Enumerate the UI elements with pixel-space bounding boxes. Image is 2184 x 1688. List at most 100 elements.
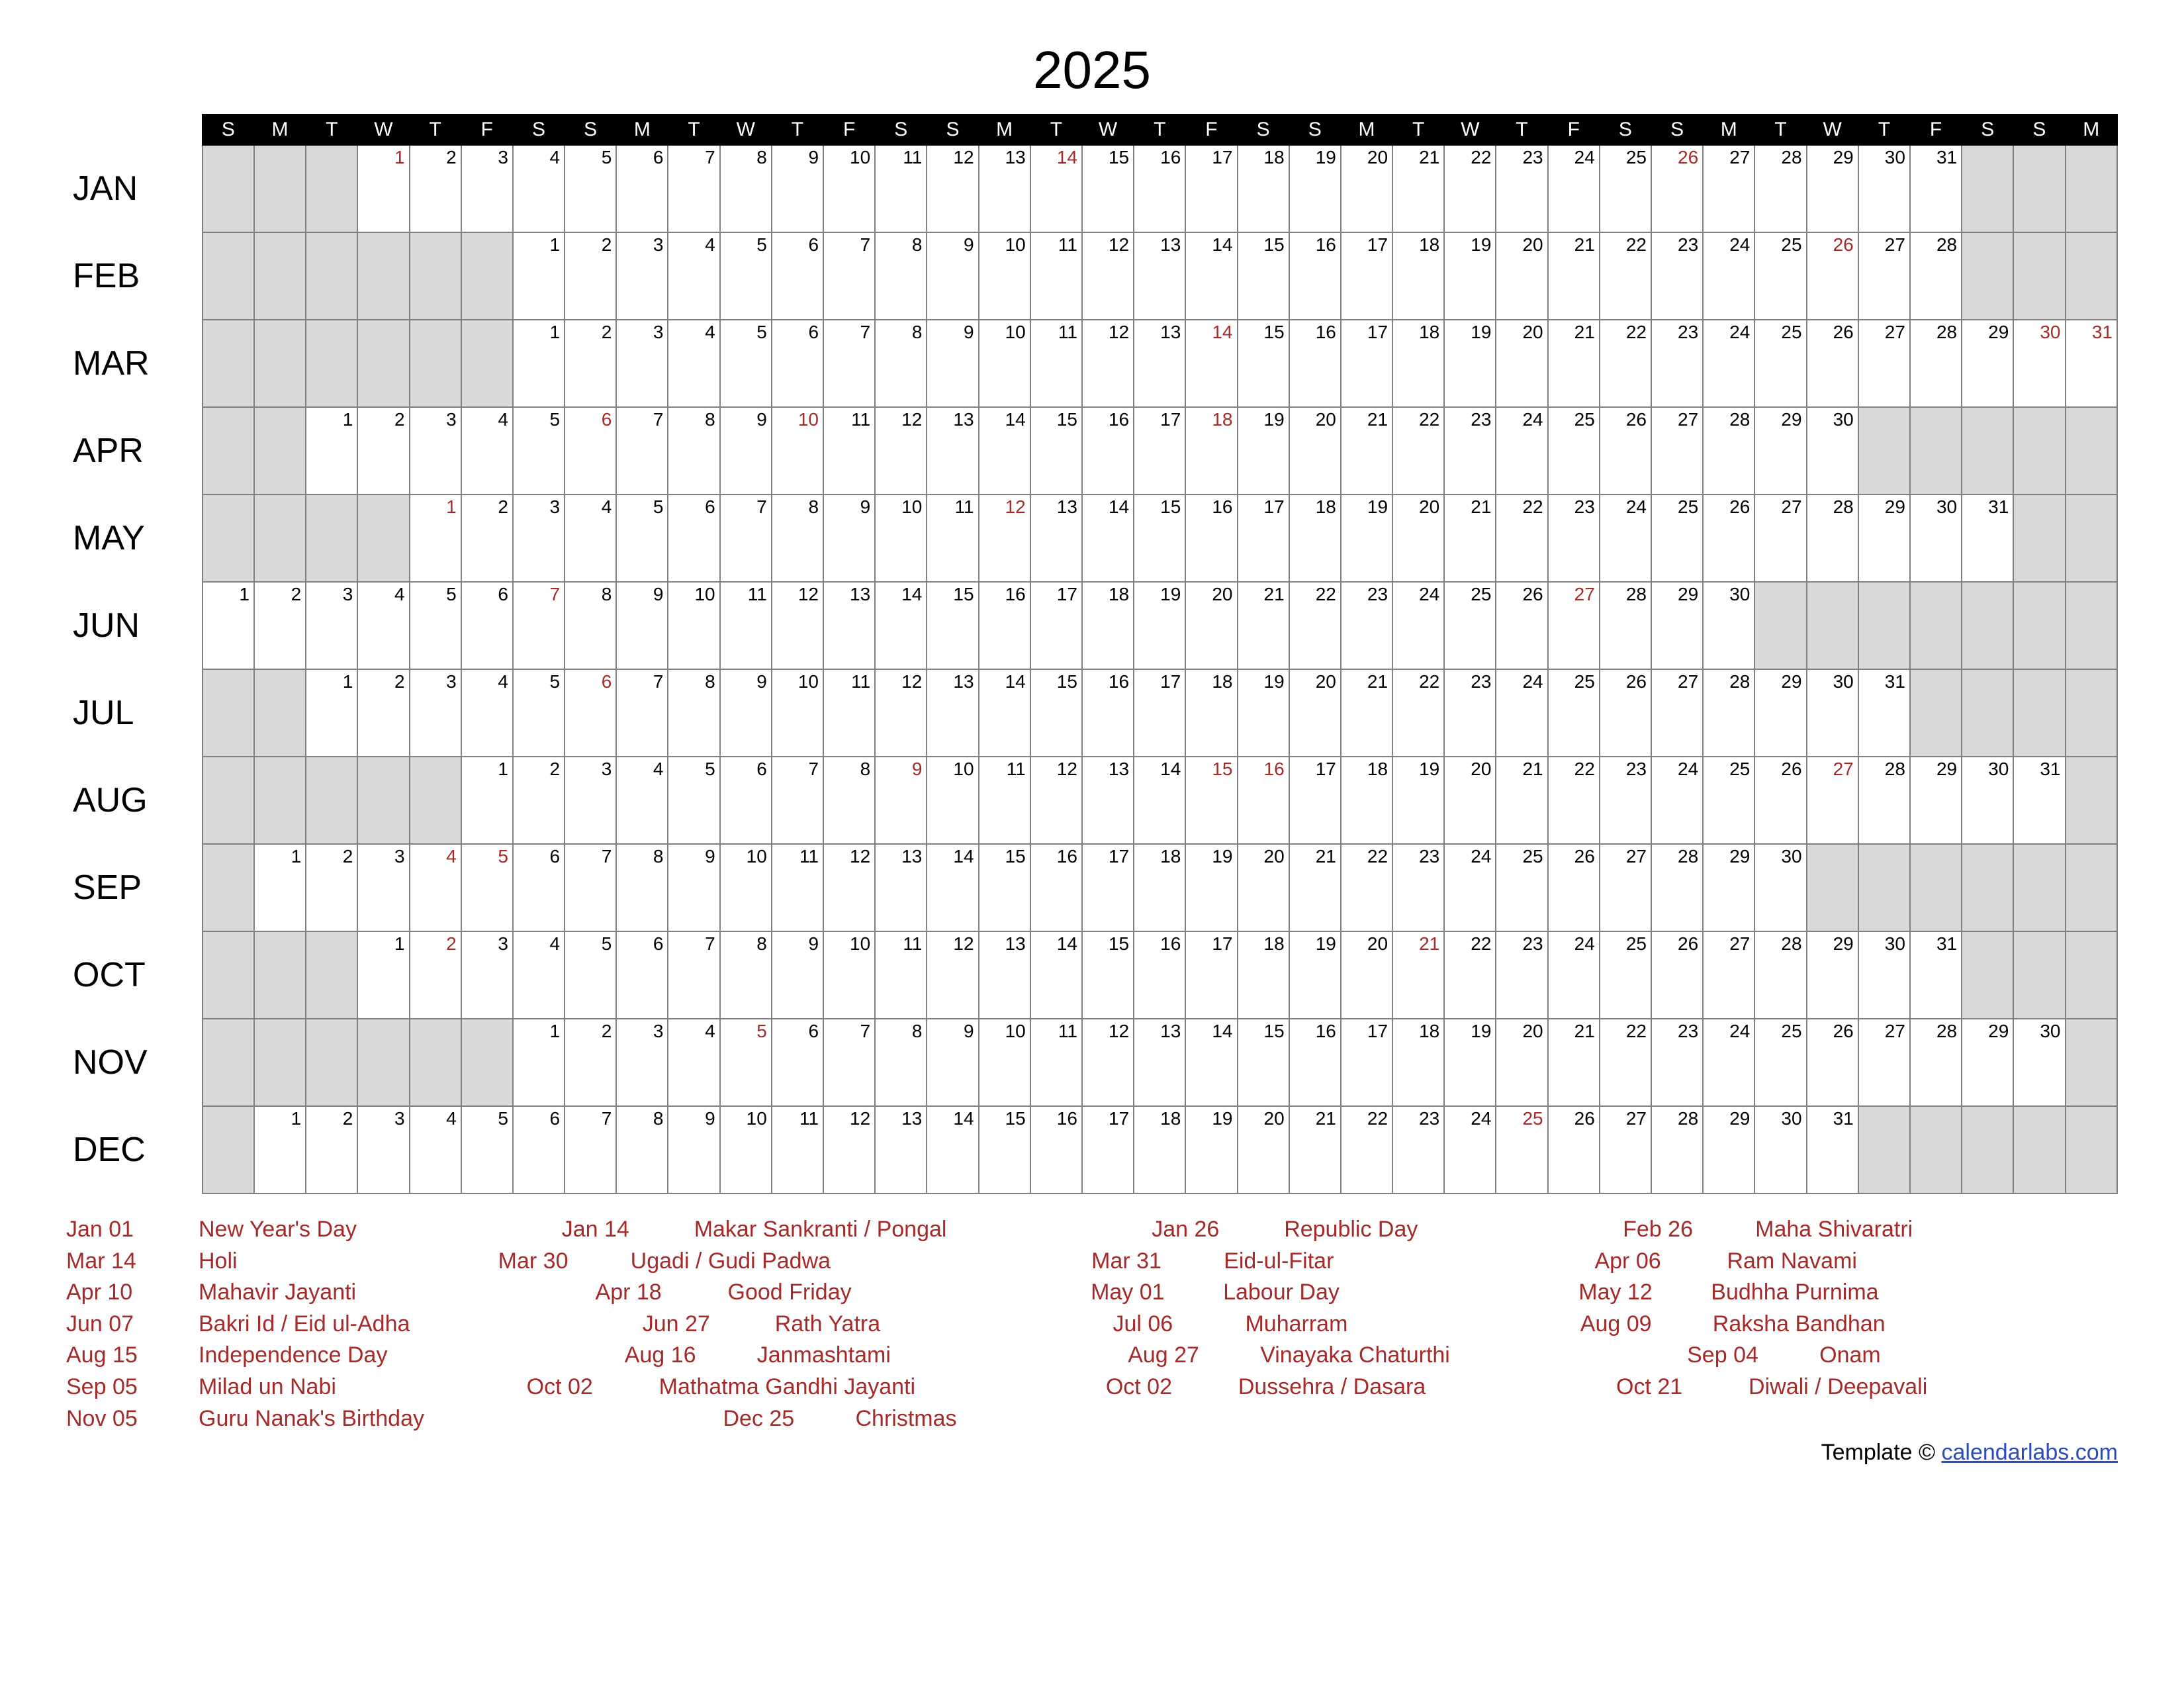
- holiday-date: Dec 25: [723, 1403, 855, 1435]
- holiday-name: Mathatma Gandhi Jayanti: [659, 1372, 1106, 1403]
- calendar-cell: 11: [927, 494, 978, 582]
- calendar-cell: 1: [513, 1019, 565, 1106]
- calendar-cell: 28: [1910, 320, 1962, 407]
- holiday-date: Jun 07: [66, 1309, 199, 1340]
- calendar-cell: 26: [1600, 669, 1651, 757]
- calendar-cell: [254, 931, 306, 1019]
- calendar-cell: 23: [1651, 232, 1703, 320]
- calendar-cell: 10: [927, 757, 978, 844]
- calendar-cell: 27: [1858, 232, 1910, 320]
- calendar-cell: 20: [1496, 1019, 1547, 1106]
- calendar-cell: 17: [1082, 1106, 1134, 1194]
- dow-header: S: [875, 115, 927, 145]
- calendar-cell: 19: [1341, 494, 1392, 582]
- calendar-cell: 24: [1548, 145, 1600, 232]
- calendar-cell: 26: [1548, 1106, 1600, 1194]
- month-label: JUN: [66, 582, 203, 669]
- dow-header: M: [979, 115, 1030, 145]
- calendar-cell: [1962, 582, 2013, 669]
- calendar-cell: [1910, 1106, 1962, 1194]
- calendar-cell: [306, 494, 357, 582]
- calendar-cell: 30: [2013, 1019, 2065, 1106]
- calendar-cell: 1: [513, 232, 565, 320]
- calendar-cell: 5: [461, 844, 513, 931]
- calendar-cell: 20: [1496, 320, 1547, 407]
- calendar-cell: 3: [306, 582, 357, 669]
- calendar-cell: 17: [1289, 757, 1341, 844]
- calendar-cell: 26: [1807, 320, 1858, 407]
- dow-header: F: [1185, 115, 1237, 145]
- calendar-cell: 8: [875, 232, 927, 320]
- calendar-cell: 3: [410, 669, 461, 757]
- year-calendar: SMTWTFSSMTWTFSSMTWTFSSMTWTFSSMTWTFSSM JA…: [66, 114, 2118, 1194]
- calendar-cell: 15: [1134, 494, 1185, 582]
- calendar-cell: [410, 757, 461, 844]
- calendar-cell: 9: [616, 582, 668, 669]
- dow-header: F: [1548, 115, 1600, 145]
- month-label: MAR: [66, 320, 203, 407]
- calendar-cell: 22: [1548, 757, 1600, 844]
- calendar-cell: 14: [979, 669, 1030, 757]
- calendar-cell: [203, 1106, 254, 1194]
- calendar-cell: 24: [1651, 757, 1703, 844]
- calendar-cell: 14: [1134, 757, 1185, 844]
- calendar-cell: 25: [1600, 931, 1651, 1019]
- calendar-cell: [410, 1019, 461, 1106]
- calendar-cell: 17: [1341, 232, 1392, 320]
- footer-credit: Template © calendarlabs.com: [66, 1440, 2118, 1466]
- calendar-cell: 22: [1600, 1019, 1651, 1106]
- calendar-cell: 6: [772, 232, 823, 320]
- calendar-cell: [1858, 407, 1910, 494]
- calendar-cell: 27: [1703, 145, 1754, 232]
- calendar-cell: [1962, 407, 2013, 494]
- calendar-cell: 16: [1134, 931, 1185, 1019]
- calendar-cell: 13: [875, 1106, 927, 1194]
- calendar-cell: 1: [306, 669, 357, 757]
- calendar-cell: 26: [1548, 844, 1600, 931]
- calendar-cell: 25: [1651, 494, 1703, 582]
- calendar-cell: 7: [720, 494, 772, 582]
- calendar-cell: 15: [1238, 232, 1289, 320]
- calendar-cell: 12: [823, 1106, 875, 1194]
- calendar-cell: 31: [1807, 1106, 1858, 1194]
- calendar-cell: 17: [1030, 582, 1082, 669]
- calendar-cell: [2013, 669, 2065, 757]
- footer-link[interactable]: calendarlabs.com: [1942, 1440, 2118, 1465]
- calendar-cell: 18: [1392, 232, 1444, 320]
- calendar-cell: 19: [1238, 407, 1289, 494]
- calendar-cell: 9: [823, 494, 875, 582]
- calendar-cell: 21: [1289, 844, 1341, 931]
- calendar-cell: 23: [1651, 1019, 1703, 1106]
- calendar-cell: [203, 494, 254, 582]
- dow-header: S: [1289, 115, 1341, 145]
- calendar-cell: 29: [1962, 1019, 2013, 1106]
- calendar-cell: 13: [1134, 320, 1185, 407]
- calendar-cell: 10: [720, 1106, 772, 1194]
- calendar-cell: 22: [1496, 494, 1547, 582]
- calendar-cell: 17: [1185, 145, 1237, 232]
- calendar-cell: 14: [1082, 494, 1134, 582]
- month-label: OCT: [66, 931, 203, 1019]
- calendar-cell: 18: [1392, 1019, 1444, 1106]
- calendar-cell: [1858, 582, 1910, 669]
- calendar-cell: 10: [979, 1019, 1030, 1106]
- calendar-cell: 10: [720, 844, 772, 931]
- calendar-cell: 19: [1444, 232, 1496, 320]
- calendar-cell: 20: [1289, 669, 1341, 757]
- calendar-cell: 17: [1134, 407, 1185, 494]
- calendar-cell: 6: [565, 669, 616, 757]
- calendar-cell: 6: [772, 1019, 823, 1106]
- calendar-cell: 18: [1392, 320, 1444, 407]
- calendar-cell: 8: [875, 320, 927, 407]
- calendar-cell: 17: [1341, 1019, 1392, 1106]
- calendar-cell: 15: [979, 1106, 1030, 1194]
- calendar-cell: 2: [357, 407, 409, 494]
- calendar-cell: 2: [410, 931, 461, 1019]
- calendar-cell: [254, 145, 306, 232]
- calendar-cell: 28: [1910, 1019, 1962, 1106]
- calendar-cell: [203, 320, 254, 407]
- calendar-cell: 4: [461, 669, 513, 757]
- calendar-cell: 6: [720, 757, 772, 844]
- calendar-cell: 22: [1392, 407, 1444, 494]
- calendar-cell: 9: [875, 757, 927, 844]
